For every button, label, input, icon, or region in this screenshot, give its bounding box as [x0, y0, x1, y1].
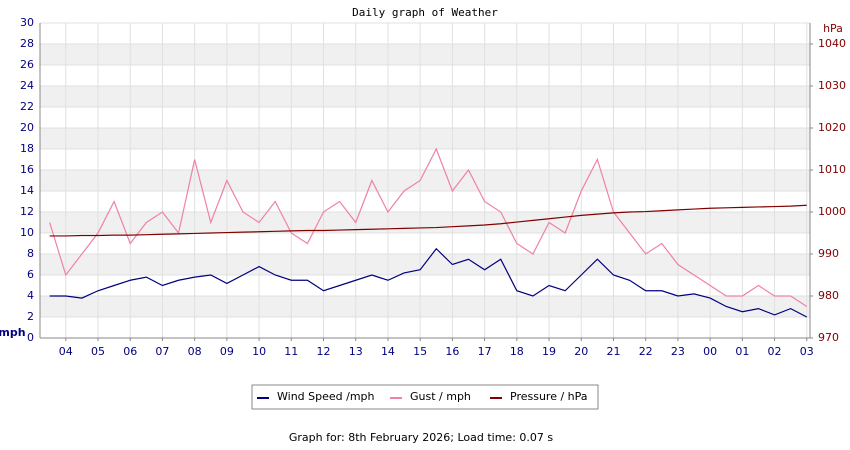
y2-tick-label: 990	[818, 247, 839, 260]
grid	[40, 22, 810, 339]
legend-label: Wind Speed /mph	[277, 390, 375, 403]
x-tick-label: 00	[703, 345, 717, 358]
x-tick-label: 05	[91, 345, 105, 358]
y-tick-label: 10	[20, 226, 34, 239]
x-tick-label: 04	[59, 345, 73, 358]
x-tick-label: 02	[768, 345, 782, 358]
x-tick-label: 21	[606, 345, 620, 358]
x-tick-label: 11	[284, 345, 298, 358]
x-tick-label: 14	[381, 345, 395, 358]
grid-band	[40, 212, 810, 233]
x-tick-label: 15	[413, 345, 427, 358]
grid-band	[40, 170, 810, 191]
y-tick-label: 26	[20, 58, 34, 71]
x-tick-label: 07	[155, 345, 169, 358]
y-tick-label: 4	[27, 289, 34, 302]
y-tick-label: 20	[20, 121, 34, 134]
x-tick-label: 23	[671, 345, 685, 358]
series-line	[49, 147, 808, 308]
y-tick-label: 28	[20, 37, 34, 50]
x-tick-label: 18	[510, 345, 524, 358]
y-tick-label: 18	[20, 142, 34, 155]
x-tick-label: 10	[252, 345, 266, 358]
x-tick-label: 13	[349, 345, 363, 358]
series-line	[49, 204, 807, 237]
chart-title: Daily graph of Weather	[352, 6, 498, 19]
x-tick-label: 17	[478, 345, 492, 358]
x-tick-label: 16	[445, 345, 459, 358]
y-tick-label: 6	[27, 268, 34, 281]
y2-tick-label: 1040	[818, 37, 846, 50]
y2-tick-label: 1000	[818, 205, 846, 218]
y-tick-label: 30	[20, 16, 34, 29]
x-tick-label: 22	[639, 345, 653, 358]
legend-label: Gust / mph	[410, 390, 471, 403]
y2-tick-label: 1020	[818, 121, 846, 134]
grid-band	[40, 254, 810, 275]
series-line	[49, 247, 808, 318]
y-tick-label: 12	[20, 205, 34, 218]
x-tick-label: 20	[574, 345, 588, 358]
y-axis-label: mph	[0, 326, 26, 339]
y2-tick-label: 980	[818, 289, 839, 302]
y-tick-label: 8	[27, 247, 34, 260]
grid-band	[40, 128, 810, 149]
footer: Graph for: 8th February 2026; Load time:…	[289, 431, 554, 444]
y-tick-label: 22	[20, 100, 34, 113]
x-tick-label: 08	[188, 345, 202, 358]
x-tick-label: 06	[123, 345, 137, 358]
x-tick-label: 19	[542, 345, 556, 358]
grid-band	[40, 86, 810, 107]
x-tick-label: 03	[800, 345, 814, 358]
y2-axis-label: hPa	[823, 22, 843, 35]
x-tick-label: 01	[735, 345, 749, 358]
x-tick-label: 12	[317, 345, 331, 358]
y-tick-label: 14	[20, 184, 34, 197]
x-tick-label: 09	[220, 345, 234, 358]
legend-label: Pressure / hPa	[510, 390, 588, 403]
y-tick-label: 2	[27, 310, 34, 323]
grid-band	[40, 44, 810, 65]
y-tick-label: 16	[20, 163, 34, 176]
y2-tick-label: 1010	[818, 163, 846, 176]
y2-tick-label: 1030	[818, 79, 846, 92]
y-tick-label: 24	[20, 79, 34, 92]
y-tick-label: 0	[27, 331, 34, 344]
y2-tick-label: 970	[818, 331, 839, 344]
grid-band	[40, 296, 810, 317]
legend-box	[251, 384, 599, 410]
